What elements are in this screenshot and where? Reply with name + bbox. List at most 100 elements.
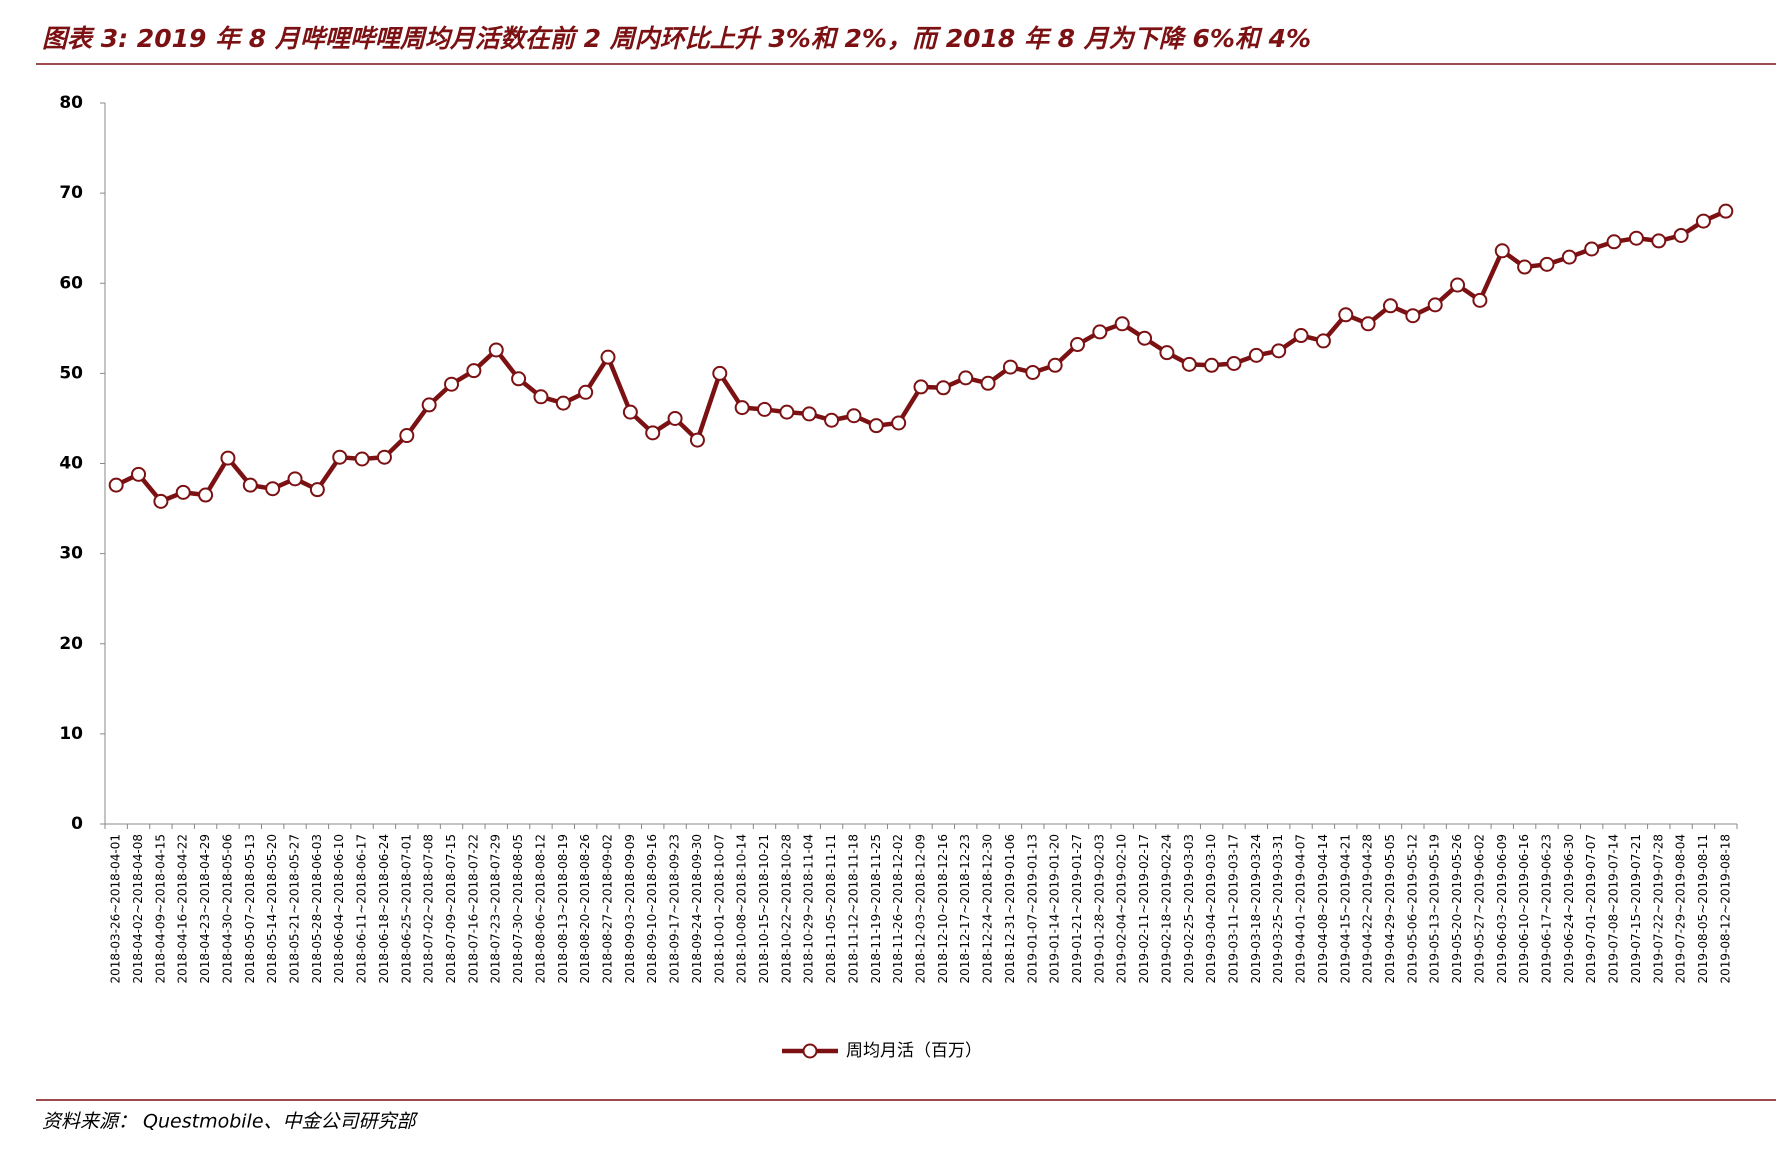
data-point (488, 342, 504, 358)
data-point (287, 471, 303, 487)
data-point (779, 404, 795, 420)
data-point (578, 384, 594, 400)
data-point (712, 365, 728, 381)
data-point (1092, 324, 1108, 340)
x-tick-label: 2019-07-29~2019-08-04 (1674, 834, 1688, 984)
data-point (1181, 356, 1197, 372)
x-tick-label: 2018-03-26~2018-04-01 (109, 834, 123, 984)
data-point (1673, 227, 1689, 243)
x-tick-label: 2018-12-24~2018-12-30 (981, 834, 995, 984)
y-tick-label: 50 (59, 363, 83, 383)
x-tick-label: 2018-04-23~2018-04-29 (198, 834, 212, 984)
x-tick-label: 2019-03-11~2019-03-17 (1226, 834, 1240, 984)
x-tick-label: 2018-11-26~2018-12-02 (891, 834, 905, 984)
x-tick-label: 2018-07-30~2018-08-05 (511, 834, 525, 984)
x-tick-label: 2019-04-22~2019-04-28 (1361, 834, 1375, 984)
data-point (1360, 316, 1376, 332)
x-tick-label: 2018-05-21~2018-05-27 (288, 834, 302, 984)
data-point (376, 449, 392, 465)
data-point (309, 482, 325, 498)
y-tick-label: 80 (59, 93, 83, 113)
data-point (1226, 355, 1242, 371)
data-point (466, 363, 482, 379)
x-tick-label: 2018-11-19~2018-11-25 (869, 834, 883, 984)
x-tick-label: 2019-05-06~2019-05-12 (1405, 834, 1419, 984)
y-tick-label: 60 (59, 273, 83, 293)
data-point (757, 401, 773, 417)
x-tick-label: 2019-03-25~2019-03-31 (1271, 834, 1285, 984)
data-point (913, 379, 929, 395)
data-point (1047, 357, 1063, 373)
x-tick-label: 2018-09-24~2018-09-30 (690, 834, 704, 984)
data-point (153, 493, 169, 509)
x-tick-label: 2018-08-20~2018-08-26 (578, 834, 592, 984)
data-point (198, 487, 214, 503)
data-point (1069, 337, 1085, 353)
x-tick-label: 2019-02-04~2019-02-10 (1115, 834, 1129, 984)
y-tick-label: 40 (59, 454, 83, 474)
x-tick-label: 2018-04-09~2018-04-15 (153, 834, 167, 984)
x-tick-label: 2019-01-21~2019-01-27 (1070, 834, 1084, 984)
x-tick-label: 2019-05-13~2019-05-19 (1428, 834, 1442, 984)
data-point (1561, 249, 1577, 265)
x-tick-label: 2019-06-10~2019-06-16 (1517, 834, 1531, 984)
data-point (108, 477, 124, 493)
data-point (689, 432, 705, 448)
data-point (511, 371, 527, 387)
data-point (533, 389, 549, 405)
data-point (1293, 328, 1309, 344)
x-tick-label: 2019-01-28~2019-02-03 (1092, 834, 1106, 984)
data-point (868, 418, 884, 434)
x-tick-label: 2019-01-14~2019-01-20 (1048, 834, 1062, 984)
data-point (1137, 330, 1153, 346)
legend-label: 周均月活（百万） (846, 1041, 982, 1061)
x-tick-label: 2019-08-05~2019-08-11 (1696, 834, 1710, 984)
x-tick-label: 2019-01-07~2019-01-13 (1025, 834, 1039, 984)
data-point (645, 425, 661, 441)
data-point (399, 428, 415, 444)
x-tick-label: 2018-06-25~2018-07-01 (399, 834, 413, 984)
x-tick-label: 2018-06-18~2018-06-24 (377, 834, 391, 984)
data-point (980, 375, 996, 391)
data-point (734, 400, 750, 416)
x-tick-label: 2019-07-15~2019-07-21 (1629, 834, 1643, 984)
x-tick-label: 2018-12-10~2018-12-16 (936, 834, 950, 984)
x-tick-label: 2019-04-01~2019-04-07 (1294, 834, 1308, 984)
x-tick-label: 2018-10-15~2018-10-21 (757, 834, 771, 984)
data-point (1315, 333, 1331, 349)
y-tick-label: 10 (59, 724, 83, 744)
data-point (1494, 243, 1510, 259)
data-point (1248, 347, 1264, 363)
data-point (1002, 359, 1018, 375)
data-point (1695, 213, 1711, 229)
x-tick-label: 2018-12-03~2018-12-09 (914, 834, 928, 984)
data-point (1025, 364, 1041, 380)
data-point (801, 406, 817, 422)
source-note: 资料来源： Questmobile、中金公司研究部 (42, 1111, 419, 1133)
x-tick-label: 2018-07-09~2018-07-15 (444, 834, 458, 984)
data-point (242, 477, 258, 493)
x-tick-label: 2018-05-07~2018-05-13 (243, 834, 257, 984)
x-tick-label: 2018-10-08~2018-10-14 (735, 834, 749, 984)
data-point (622, 404, 638, 420)
data-point (444, 376, 460, 392)
x-tick-label: 2018-06-11~2018-06-17 (355, 834, 369, 984)
data-point (1382, 298, 1398, 314)
x-tick-label: 2019-02-25~2019-03-03 (1182, 834, 1196, 984)
x-tick-label: 2018-10-01~2018-10-07 (712, 834, 726, 984)
data-point (220, 450, 236, 466)
data-point (1159, 345, 1175, 361)
x-tick-label: 2018-09-10~2018-09-16 (645, 834, 659, 984)
data-point (667, 410, 683, 426)
x-tick-label: 2018-09-03~2018-09-09 (623, 834, 637, 984)
x-tick-label: 2019-04-08~2019-04-14 (1316, 834, 1330, 984)
chart-title: 图表 3: 2019 年 8 月哔哩哔哩周均月活数在前 2 周内环比上升 3%和… (42, 24, 1311, 53)
x-tick-label: 2019-03-18~2019-03-24 (1249, 834, 1263, 984)
y-tick-label: 0 (71, 814, 83, 834)
x-tick-label: 2018-11-12~2018-11-18 (846, 834, 860, 984)
data-point (1628, 230, 1644, 246)
data-point (1114, 316, 1130, 332)
data-point (265, 481, 281, 497)
legend-marker (802, 1043, 818, 1059)
x-tick-label: 2019-06-17~2019-06-23 (1539, 834, 1553, 984)
